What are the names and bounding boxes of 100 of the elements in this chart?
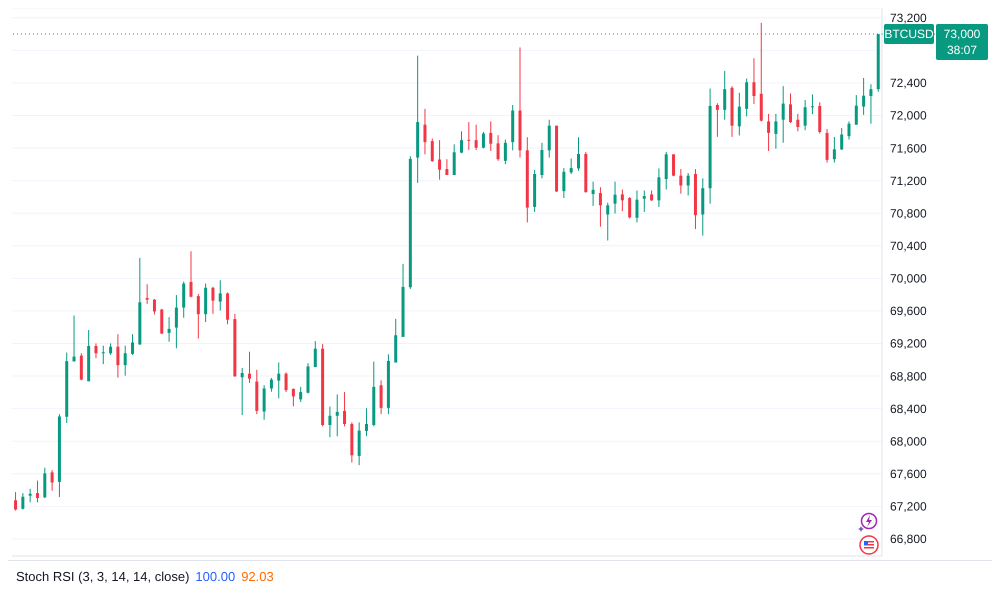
candlestick bbox=[196, 294, 200, 340]
candlestick bbox=[343, 392, 346, 427]
y-tick-label: 71,600 bbox=[890, 141, 928, 156]
candlestick bbox=[657, 168, 660, 208]
candlestick bbox=[124, 345, 127, 376]
candlestick bbox=[328, 406, 332, 438]
candlestick bbox=[36, 480, 39, 503]
ref-line-label: 73,000 bbox=[944, 27, 981, 42]
candlestick bbox=[504, 139, 507, 165]
candlestick bbox=[789, 92, 792, 124]
candlestick bbox=[131, 334, 134, 356]
candlestick bbox=[642, 190, 646, 212]
candlestick bbox=[50, 470, 54, 492]
candlestick bbox=[190, 250, 193, 298]
candlestick bbox=[679, 168, 682, 194]
candlestick bbox=[314, 340, 317, 368]
text: 38:07 bbox=[946, 43, 978, 58]
candlestick bbox=[489, 120, 492, 152]
candlestick bbox=[146, 284, 149, 304]
candlestick bbox=[218, 280, 222, 311]
candlestick bbox=[467, 122, 470, 151]
candlestick bbox=[270, 378, 273, 392]
candlestick bbox=[716, 102, 719, 138]
candlestick bbox=[211, 286, 214, 314]
candlestick bbox=[14, 492, 18, 512]
y-tick-label: 69,600 bbox=[890, 304, 928, 318]
candlestick bbox=[72, 314, 76, 362]
candlestick bbox=[174, 294, 178, 349]
candlestick bbox=[862, 77, 866, 116]
candlestick bbox=[686, 172, 690, 196]
candlestick bbox=[102, 345, 105, 365]
candlestick bbox=[460, 130, 464, 154]
candlestick bbox=[598, 186, 602, 228]
candlestick bbox=[168, 316, 171, 342]
candlestick bbox=[248, 351, 251, 384]
y-tick-label: 70,800 bbox=[890, 206, 928, 220]
y-tick-label: 68,000 bbox=[890, 434, 928, 448]
candlestick bbox=[774, 113, 778, 150]
candlestick bbox=[430, 138, 434, 162]
candlestick bbox=[810, 94, 814, 115]
candlestick bbox=[570, 158, 573, 175]
y-tick-label: 67,600 bbox=[890, 467, 928, 482]
candlestick bbox=[614, 181, 617, 214]
candlestick bbox=[847, 120, 850, 140]
y-tick-label: 66,800 bbox=[890, 532, 928, 546]
candlestick bbox=[854, 94, 858, 126]
y-tick-label: 72,400 bbox=[890, 76, 928, 90]
y-tick-label: 69,200 bbox=[890, 336, 928, 351]
candlestick bbox=[562, 168, 566, 199]
candlestick bbox=[284, 372, 288, 393]
candlestick bbox=[452, 144, 456, 176]
text: BTCUSD bbox=[884, 27, 934, 42]
candlestick bbox=[672, 154, 676, 177]
candlestick bbox=[116, 334, 120, 378]
candlestick bbox=[635, 190, 638, 223]
candlestick bbox=[592, 181, 595, 206]
y-tick-label: 70,000 bbox=[890, 272, 928, 286]
candlestick bbox=[423, 108, 426, 155]
text: 92.03 bbox=[241, 568, 274, 584]
candlestick bbox=[869, 84, 872, 124]
candlestick bbox=[620, 189, 624, 212]
candlestick bbox=[767, 113, 770, 152]
candlestick bbox=[738, 92, 741, 136]
candlestick bbox=[796, 113, 800, 132]
y-tick-label: 71,200 bbox=[890, 174, 928, 188]
candlestick bbox=[628, 196, 632, 219]
candlestick bbox=[840, 128, 844, 151]
candlestick bbox=[496, 134, 500, 162]
candlestick bbox=[804, 100, 807, 131]
text: 100.00 bbox=[195, 568, 236, 584]
y-tick-label: 70,400 bbox=[890, 239, 928, 254]
candlestick bbox=[438, 140, 442, 180]
y-tick-label: 72,000 bbox=[890, 108, 928, 123]
candlestick bbox=[752, 58, 756, 104]
y-tick-label: 68,800 bbox=[890, 369, 928, 384]
y-tick-label: 68,400 bbox=[890, 402, 928, 416]
candlestick bbox=[474, 124, 478, 151]
candlestick bbox=[299, 386, 302, 403]
text: Stoch RSI (3, 3, 14, 14, close) bbox=[16, 568, 190, 584]
candlestick bbox=[576, 136, 580, 172]
candlestick bbox=[482, 131, 485, 149]
candlestick bbox=[109, 342, 112, 356]
candlestick bbox=[723, 70, 726, 120]
candlestick bbox=[277, 362, 280, 399]
candlestick bbox=[380, 380, 383, 415]
candlestick bbox=[240, 368, 244, 416]
candlestick bbox=[292, 388, 295, 407]
candlestick bbox=[606, 202, 610, 241]
candlestick bbox=[336, 394, 339, 437]
candlestick bbox=[832, 136, 836, 164]
candlestick bbox=[94, 342, 98, 359]
candlestick bbox=[650, 190, 654, 202]
candlestick bbox=[152, 298, 156, 315]
candlestick bbox=[782, 86, 785, 144]
candlestick bbox=[262, 384, 266, 420]
y-tick-label: 67,200 bbox=[890, 500, 928, 514]
candlestick bbox=[21, 492, 24, 510]
y-tick-label: 73,200 bbox=[890, 11, 928, 26]
candlestick bbox=[364, 408, 368, 437]
candlestick bbox=[445, 158, 448, 176]
